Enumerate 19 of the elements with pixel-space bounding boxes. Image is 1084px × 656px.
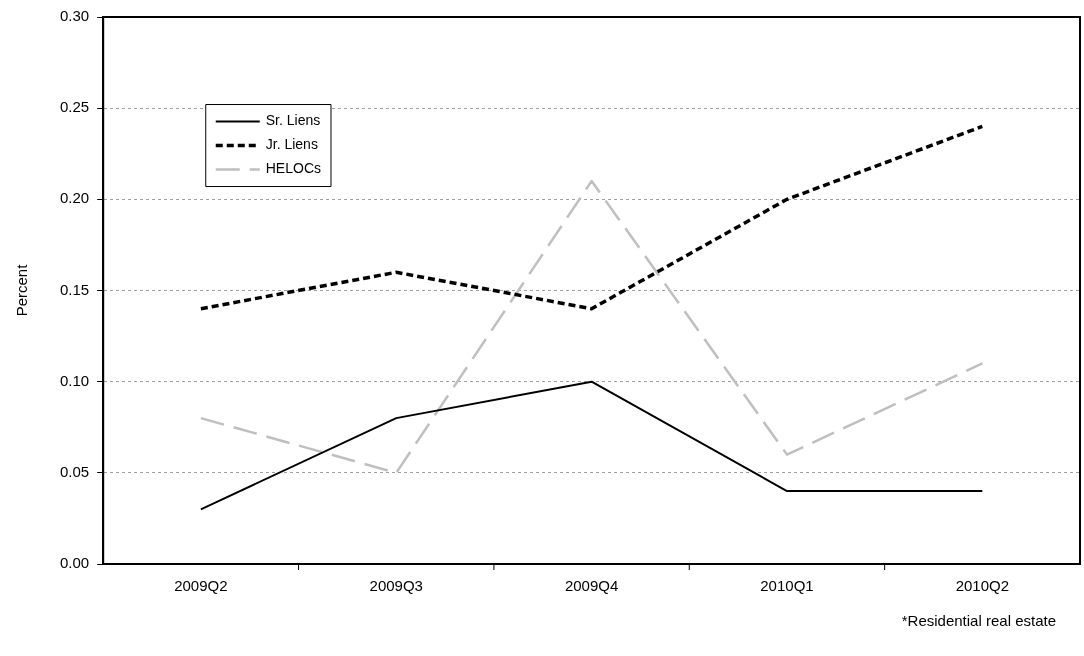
y-tick-label: 0.05 — [59, 462, 90, 480]
x-tick-label: 2009Q4 — [564, 577, 619, 595]
x-tick-label: 2010Q1 — [760, 577, 814, 595]
y-tick-label: 0.25 — [59, 98, 90, 116]
y-tick-label: 0.00 — [59, 554, 90, 572]
line-series — [199, 124, 985, 311]
y-axis-title: Percent — [13, 263, 31, 317]
y-tick-label: 0.30 — [59, 7, 90, 25]
legend-label: Sr. Liens — [265, 112, 321, 129]
x-tick-label: 2010Q2 — [955, 577, 1010, 595]
x-tick-label: 2009Q3 — [369, 577, 423, 595]
line-series — [199, 179, 984, 475]
legend-label: Jr. Liens — [265, 136, 318, 153]
x-tick-label: 2009Q2 — [174, 577, 228, 595]
y-tick-label: 0.20 — [59, 189, 90, 207]
y-tick-label: 0.10 — [59, 371, 90, 389]
legend-label: HELOCs — [265, 160, 321, 177]
text: *Residential real estate — [901, 612, 1056, 629]
y-tick-label: 0.15 — [59, 280, 90, 298]
